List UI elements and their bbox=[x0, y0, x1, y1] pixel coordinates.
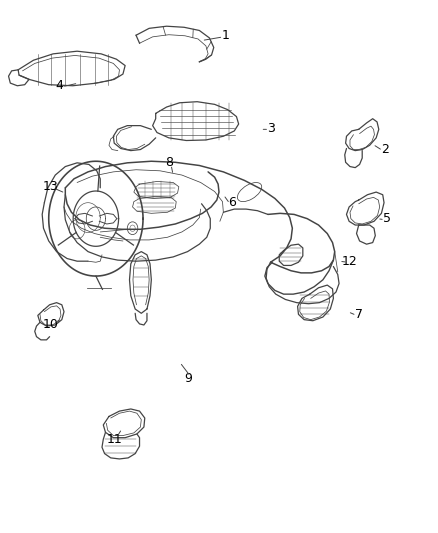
Text: 9: 9 bbox=[184, 372, 192, 385]
Text: 4: 4 bbox=[56, 79, 64, 92]
Text: 12: 12 bbox=[342, 255, 358, 268]
Text: 11: 11 bbox=[106, 433, 122, 446]
Text: 10: 10 bbox=[43, 319, 59, 332]
Text: 13: 13 bbox=[43, 180, 59, 193]
Text: 2: 2 bbox=[381, 143, 389, 156]
Text: 5: 5 bbox=[383, 212, 391, 225]
Text: 1: 1 bbox=[222, 29, 230, 42]
Text: 3: 3 bbox=[268, 122, 276, 135]
Text: 8: 8 bbox=[165, 156, 173, 169]
Text: 6: 6 bbox=[228, 196, 236, 209]
Text: 7: 7 bbox=[355, 308, 363, 321]
